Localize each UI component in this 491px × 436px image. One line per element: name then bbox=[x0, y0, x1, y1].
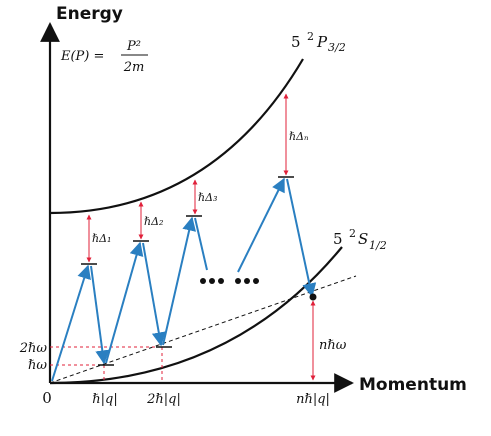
energy-gap-label: nℏω bbox=[319, 338, 347, 353]
excited-state-curve bbox=[49, 58, 304, 215]
detuning-label-n: ℏΔₙ bbox=[289, 130, 309, 143]
formula-numerator: P² bbox=[126, 39, 141, 54]
svg-text:5: 5 bbox=[291, 33, 301, 51]
svg-text:2: 2 bbox=[349, 227, 356, 240]
two-hbar-omega-label: 2ℏω bbox=[19, 341, 48, 356]
formula-lhs: E(P) = bbox=[60, 49, 104, 64]
svg-text:2: 2 bbox=[307, 30, 314, 43]
detuning-arrows bbox=[86, 93, 316, 381]
guide-lines bbox=[50, 346, 168, 383]
formula-denominator: 2m bbox=[123, 60, 145, 75]
svg-text:5: 5 bbox=[333, 230, 343, 248]
level-marks bbox=[81, 176, 294, 366]
ellipsis-dots bbox=[200, 278, 259, 284]
ground-state-label: 5 2 S 1/2 bbox=[333, 227, 387, 252]
resonance-point bbox=[309, 293, 317, 301]
svg-text:P: P bbox=[316, 33, 328, 51]
hbar-omega-label: ℏω bbox=[28, 358, 47, 373]
momentum-axis-title: Momentum bbox=[359, 375, 467, 395]
svg-text:3/2: 3/2 bbox=[328, 41, 346, 54]
detuning-label-3: ℏΔ₃ bbox=[198, 191, 217, 204]
svg-text:1/2: 1/2 bbox=[369, 239, 387, 252]
energy-axis-title: Energy bbox=[56, 4, 123, 24]
detuning-label-2: ℏΔ₂ bbox=[144, 215, 163, 228]
hbar-q-label: ℏ|q| bbox=[92, 392, 117, 407]
detuning-label-1: ℏΔ₁ bbox=[92, 232, 111, 245]
two-hbar-q-label: 2ℏ|q| bbox=[146, 392, 181, 407]
transition-arrows bbox=[51, 177, 317, 382]
svg-text:S: S bbox=[358, 230, 368, 248]
n-hbar-q-label: nℏ|q| bbox=[296, 392, 330, 407]
origin-label: 0 bbox=[42, 389, 52, 407]
dashed-linear-line bbox=[49, 275, 357, 384]
ground-state-curve bbox=[49, 246, 343, 385]
excited-state-label: 5 2 P 3/2 bbox=[291, 30, 346, 54]
